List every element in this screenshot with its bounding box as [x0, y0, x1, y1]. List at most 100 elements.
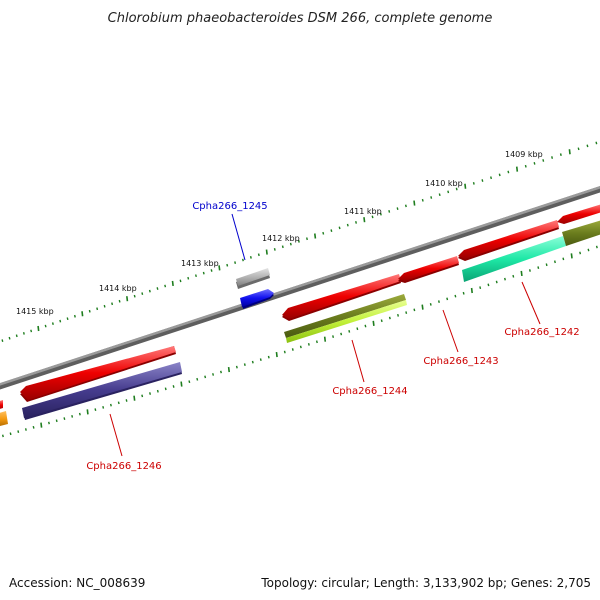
- outer-scale-tick: [306, 237, 308, 241]
- inner-scale-tick: [94, 408, 97, 412]
- outer-scale-tick: [194, 274, 197, 278]
- inner-scale-tick: [125, 399, 128, 402]
- gene-feature-cpha266-1244[interactable]: [282, 274, 401, 321]
- scale-label-1413: 1413 kbp: [181, 259, 219, 268]
- gene-label-cpha266-1244[interactable]: Cpha266_1244: [332, 386, 407, 397]
- scale-label-1411: 1411 kbp: [344, 207, 382, 216]
- gene-feature-cpha266-1242[interactable]: [458, 220, 559, 261]
- inner-scale-tick: [405, 311, 408, 314]
- outer-scale-tick: [490, 176, 493, 180]
- outer-scale-tick: [202, 271, 205, 275]
- gene-label-cpha266-1246[interactable]: Cpha266_1246: [86, 461, 161, 472]
- outer-scale-tick: [210, 269, 213, 272]
- inner-scale-tick: [299, 345, 302, 349]
- inner-scale-tick: [251, 360, 254, 364]
- inner-scale-tick: [188, 380, 191, 384]
- inner-scale-tick: [512, 274, 515, 278]
- outer-scale-tick: [30, 329, 33, 333]
- outer-scale-tick: [148, 289, 151, 293]
- outer-scale-tick: [8, 336, 11, 340]
- scale-label-1410: 1410 kbp: [425, 179, 463, 188]
- inner-scale-tick: [421, 304, 424, 310]
- inner-scale-tick: [437, 300, 440, 304]
- outer-scale-tick: [1, 339, 4, 342]
- inner-scale-tick: [364, 324, 367, 328]
- inner-scale-tick: [78, 412, 81, 416]
- outer-scale-tick: [542, 159, 545, 162]
- outer-scale-tick: [187, 276, 190, 280]
- outer-scale-tick: [464, 183, 467, 189]
- inner-scale-tick: [562, 257, 565, 261]
- inner-scale-tick: [86, 409, 89, 415]
- outer-scale-tick: [126, 296, 129, 302]
- gene-label-cpha266-1243[interactable]: Cpha266_1243: [423, 356, 498, 367]
- inner-scale-tick: [172, 385, 175, 388]
- inner-scale-tick: [227, 366, 231, 373]
- inner-scale-tick: [47, 421, 50, 425]
- outer-scale-tick: [322, 231, 325, 235]
- gene-feature-cpha266-1243[interactable]: [398, 256, 459, 283]
- inner-scale-tick: [63, 417, 66, 420]
- inner-scale-tick: [212, 373, 215, 376]
- outer-scale-tick: [371, 215, 374, 219]
- inner-scale-tick: [487, 283, 490, 287]
- gene-label-cpha266-1242[interactable]: Cpha266_1242: [504, 327, 579, 338]
- inner-scale-tick: [220, 370, 222, 374]
- inner-scale-tick: [545, 263, 548, 267]
- outer-scale-tick: [265, 249, 268, 255]
- outer-scale-tick: [88, 309, 91, 313]
- inner-scale-tick: [267, 355, 270, 359]
- inner-scale-tick: [579, 251, 582, 255]
- outer-scale-tick: [281, 245, 284, 249]
- gene-feature-cpha266-1246[interactable]: [20, 346, 176, 402]
- scale-label-1415: 1415 kbp: [16, 307, 54, 316]
- genome-backbone-shadow: [0, 186, 600, 390]
- gene-feature-cpha266-1245[interactable]: [236, 268, 270, 289]
- scale-label-1412: 1412 kbp: [262, 234, 300, 243]
- inner-scale-tick: [259, 358, 262, 361]
- outer-scale-tick: [388, 210, 391, 213]
- inner-scale-tick: [55, 419, 58, 423]
- inner-scale-tick: [1, 434, 4, 438]
- outer-scale-tick: [421, 198, 424, 202]
- inner-scale-tick: [141, 394, 144, 398]
- gene-label-cpha266-1245[interactable]: Cpha266_1245: [192, 201, 267, 212]
- inner-scale-tick: [356, 327, 359, 331]
- outer-scale-tick: [430, 196, 433, 199]
- leader-line-cpha266-1246: [109, 413, 123, 457]
- inner-scale-tick: [315, 340, 318, 344]
- inner-scale-tick: [332, 335, 335, 338]
- inner-scale-tick: [504, 277, 506, 281]
- inner-scale-tick: [9, 432, 12, 436]
- inner-scale-tick: [133, 395, 136, 401]
- outer-scale-tick: [595, 141, 598, 145]
- cog-feature-navy: [22, 362, 182, 420]
- inner-scale-tick: [462, 291, 465, 295]
- outer-scale-tick: [472, 182, 475, 185]
- outer-scale-tick: [103, 304, 106, 308]
- outer-scale-tick: [226, 263, 229, 267]
- outer-scale-tick: [338, 226, 341, 230]
- outer-scale-tick: [133, 294, 136, 298]
- inner-scale-tick: [323, 336, 327, 342]
- outer-scale-tick: [179, 279, 182, 283]
- outer-scale-tick: [481, 179, 484, 182]
- cog-feature-olive-right: [562, 220, 600, 246]
- inner-scale-tick: [553, 260, 556, 264]
- inner-scale-ticks: [1, 245, 598, 438]
- outer-scale-tick: [37, 325, 40, 332]
- inner-scale-tick: [537, 266, 540, 269]
- inner-scale-tick: [520, 270, 523, 277]
- outer-scale-tick: [171, 280, 174, 287]
- outer-scale-tick: [156, 287, 159, 290]
- outer-scale-tick: [73, 314, 76, 318]
- outer-scale-tick: [413, 200, 416, 206]
- leader-line-cpha266-1244: [351, 339, 365, 383]
- inner-scale-tick: [587, 248, 590, 252]
- outer-scale-tick: [15, 334, 18, 338]
- outer-scale-tick: [363, 217, 366, 223]
- outer-scale-tick: [551, 156, 554, 159]
- outer-scale-tick: [515, 166, 519, 172]
- inner-scale-tick: [32, 425, 35, 429]
- outer-scale-tick: [498, 173, 501, 177]
